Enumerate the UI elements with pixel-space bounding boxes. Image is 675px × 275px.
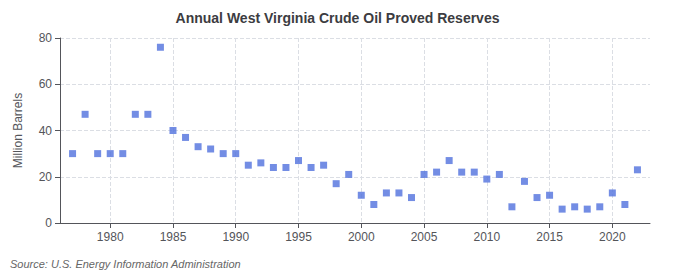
svg-text:0: 0 (45, 216, 52, 230)
svg-text:Source: U.S. Energy Informatio: Source: U.S. Energy Information Administ… (10, 258, 241, 270)
svg-text:2010: 2010 (473, 230, 500, 244)
svg-text:60: 60 (39, 77, 53, 91)
svg-text:1985: 1985 (160, 230, 187, 244)
svg-text:Million Barrels: Million Barrels (11, 93, 25, 168)
svg-text:2020: 2020 (599, 230, 626, 244)
svg-text:1990: 1990 (222, 230, 249, 244)
svg-text:80: 80 (39, 31, 53, 45)
svg-text:Annual West Virginia Crude Oil: Annual West Virginia Crude Oil Proved Re… (176, 10, 500, 26)
svg-text:2000: 2000 (348, 230, 375, 244)
svg-text:2005: 2005 (411, 230, 438, 244)
svg-text:20: 20 (39, 170, 53, 184)
svg-text:2015: 2015 (536, 230, 563, 244)
svg-text:40: 40 (39, 124, 53, 138)
svg-text:1980: 1980 (97, 230, 124, 244)
svg-text:1995: 1995 (285, 230, 312, 244)
